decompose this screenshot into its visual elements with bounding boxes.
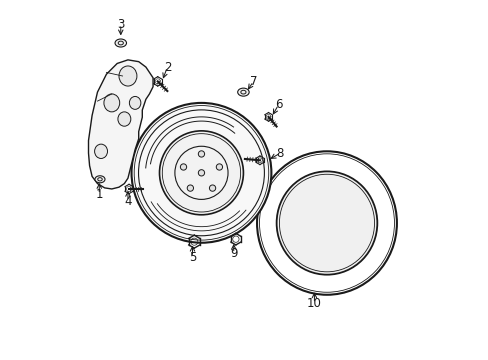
Ellipse shape [104, 94, 120, 112]
Text: 2: 2 [163, 60, 171, 73]
Text: 3: 3 [117, 18, 124, 31]
Ellipse shape [159, 131, 243, 215]
Ellipse shape [180, 164, 186, 170]
Ellipse shape [216, 164, 222, 170]
Ellipse shape [94, 144, 107, 158]
Text: 7: 7 [249, 75, 257, 88]
Ellipse shape [237, 88, 249, 96]
Text: 10: 10 [306, 297, 321, 310]
Ellipse shape [119, 66, 137, 86]
Ellipse shape [118, 112, 131, 126]
Text: 1: 1 [95, 188, 103, 201]
Ellipse shape [198, 151, 204, 157]
Ellipse shape [209, 185, 215, 191]
Ellipse shape [187, 185, 193, 191]
Text: 5: 5 [188, 251, 196, 264]
Text: 6: 6 [274, 98, 282, 111]
Ellipse shape [95, 176, 105, 183]
Ellipse shape [198, 170, 204, 176]
Ellipse shape [276, 171, 377, 275]
Ellipse shape [129, 96, 141, 109]
Text: 8: 8 [276, 147, 284, 159]
Ellipse shape [131, 103, 271, 243]
Text: 9: 9 [229, 247, 237, 260]
Ellipse shape [115, 39, 126, 47]
Polygon shape [88, 60, 153, 189]
Text: 4: 4 [124, 195, 131, 208]
